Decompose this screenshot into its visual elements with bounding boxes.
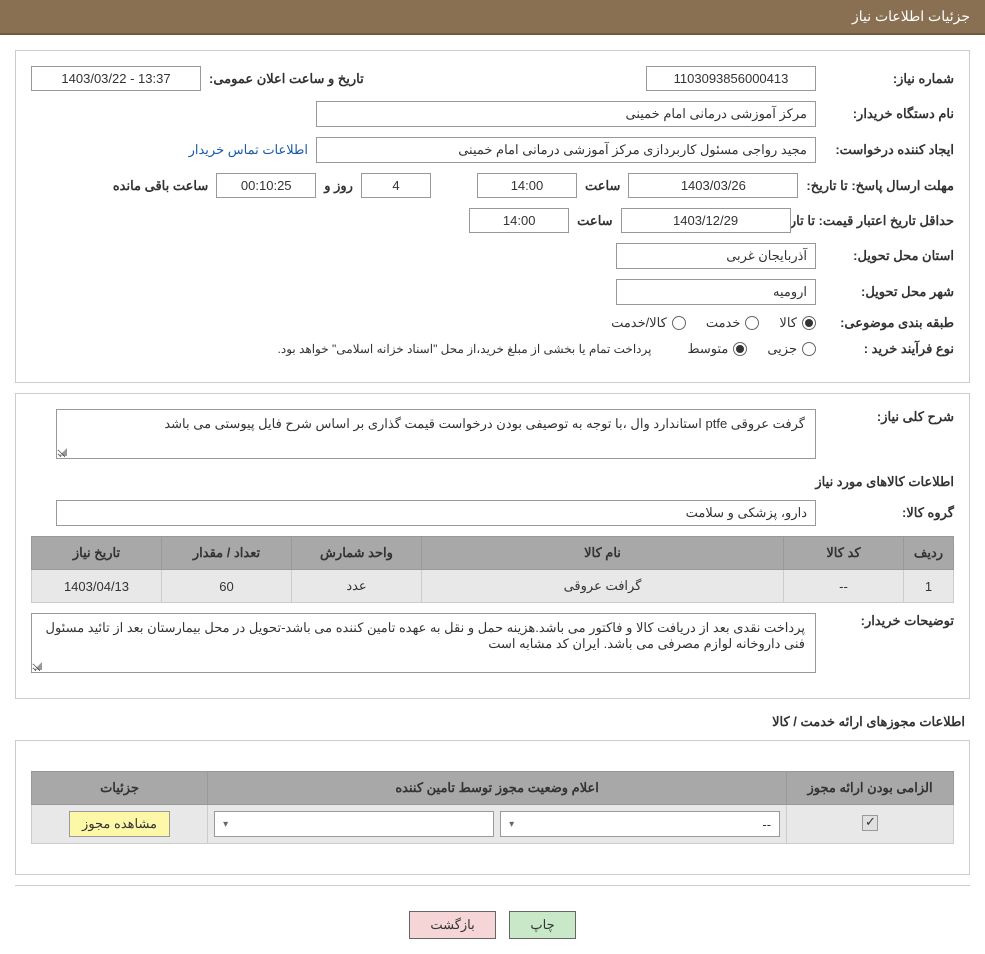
info-section: شماره نیاز: 1103093856000413 تاریخ و ساع… bbox=[15, 50, 970, 383]
td-row: 1 bbox=[904, 570, 954, 603]
desc-value: گرفت عروقی ptfe استاندارد وال ،با توجه ب… bbox=[56, 409, 816, 459]
deadline-hour: 14:00 bbox=[477, 173, 577, 198]
group-value: دارو، پزشکی و سلامت bbox=[56, 500, 816, 526]
radio-icon bbox=[802, 316, 816, 330]
validity-date: 1403/12/29 bbox=[621, 208, 791, 233]
province-value: آذربایجان غربی bbox=[616, 243, 816, 269]
th-qty: تعداد / مقدار bbox=[162, 537, 292, 570]
deadline-days-label: روز و bbox=[324, 178, 353, 194]
th-details: جزئیات bbox=[32, 772, 208, 805]
view-permit-button[interactable]: مشاهده مجوز bbox=[69, 811, 170, 837]
category-option-0-label: کالا bbox=[779, 315, 797, 331]
permit-row: -- ▾ ▾ مشاهده مجوز bbox=[32, 805, 954, 844]
th-mandatory: الزامی بودن ارائه مجوز bbox=[787, 772, 954, 805]
city-value: ارومیه bbox=[616, 279, 816, 305]
category-option-2[interactable]: کالا/خدمت bbox=[611, 315, 686, 331]
purchasetype-option-0-label: جزیی bbox=[767, 341, 797, 357]
items-table-title: اطلاعات کالاهای مورد نیاز bbox=[31, 474, 954, 490]
td-date: 1403/04/13 bbox=[32, 570, 162, 603]
th-name: نام کالا bbox=[422, 537, 784, 570]
permits-table: الزامی بودن ارائه مجوز اعلام وضعیت مجوز … bbox=[31, 771, 954, 844]
radio-icon bbox=[745, 316, 759, 330]
buyernotes-value: پرداخت نقدی بعد از دریافت کالا و فاکتور … bbox=[31, 613, 816, 673]
buyernotes-label: توضیحات خریدار: bbox=[824, 613, 954, 629]
chevron-down-icon: ▾ bbox=[223, 819, 228, 830]
deadline-label: مهلت ارسال پاسخ: تا تاریخ: bbox=[806, 178, 954, 194]
table-row: 1 -- گرافت عروقی عدد 60 1403/04/13 bbox=[32, 570, 954, 603]
items-section: شرح کلی نیاز: گرفت عروقی ptfe استاندارد … bbox=[15, 393, 970, 699]
permits-section-title: اطلاعات مجوزهای ارائه خدمت / کالا bbox=[0, 714, 965, 730]
purchasetype-option-0[interactable]: جزیی bbox=[767, 341, 816, 357]
contact-link[interactable]: اطلاعات تماس خریدار bbox=[189, 142, 308, 158]
page-header: جزئیات اطلاعات نیاز bbox=[0, 0, 985, 35]
province-label: استان محل تحویل: bbox=[824, 248, 954, 264]
radio-icon bbox=[672, 316, 686, 330]
td-code: -- bbox=[784, 570, 904, 603]
status-select-1[interactable]: -- ▾ bbox=[500, 811, 780, 837]
th-row: ردیف bbox=[904, 537, 954, 570]
deadline-days: 4 bbox=[361, 173, 431, 198]
validity-label: حداقل تاریخ اعتبار قیمت: تا تاریخ: bbox=[774, 213, 954, 229]
divider bbox=[15, 885, 970, 886]
announce-date-label: تاریخ و ساعت اعلان عمومی: bbox=[209, 71, 364, 87]
permit-status-cell: -- ▾ ▾ bbox=[208, 805, 787, 844]
purchasetype-label: نوع فرآیند خرید : bbox=[824, 341, 954, 357]
group-label: گروه کالا: bbox=[824, 505, 954, 521]
requester-label: ایجاد کننده درخواست: bbox=[824, 142, 954, 158]
radio-icon bbox=[733, 342, 747, 356]
deadline-hour-label: ساعت bbox=[585, 178, 620, 194]
chevron-down-icon: ▾ bbox=[509, 819, 514, 830]
deadline-timer: 00:10:25 bbox=[216, 173, 316, 198]
td-qty: 60 bbox=[162, 570, 292, 603]
category-option-0[interactable]: کالا bbox=[779, 315, 816, 331]
th-status: اعلام وضعیت مجوز توسط تامین کننده bbox=[208, 772, 787, 805]
niaz-number-label: شماره نیاز: bbox=[824, 71, 954, 87]
page-title: جزئیات اطلاعات نیاز bbox=[852, 8, 970, 24]
city-label: شهر محل تحویل: bbox=[824, 284, 954, 300]
category-option-1[interactable]: خدمت bbox=[706, 315, 760, 331]
permit-mandatory-cell bbox=[787, 805, 954, 844]
footer-buttons: چاپ بازگشت bbox=[0, 896, 985, 954]
purchasetype-note: پرداخت تمام یا بخشی از مبلغ خرید،از محل … bbox=[278, 342, 652, 356]
deadline-date: 1403/03/26 bbox=[628, 173, 798, 198]
items-table: ردیف کد کالا نام کالا واحد شمارش تعداد /… bbox=[31, 536, 954, 603]
status-select-2[interactable]: ▾ bbox=[214, 811, 494, 837]
back-button[interactable]: بازگشت bbox=[409, 911, 495, 939]
validity-hour: 14:00 bbox=[469, 208, 569, 233]
category-option-1-label: خدمت bbox=[706, 315, 741, 331]
deadline-remaining-label: ساعت باقی مانده bbox=[113, 178, 208, 194]
th-date: تاریخ نیاز bbox=[32, 537, 162, 570]
permit-details-cell: مشاهده مجوز bbox=[32, 805, 208, 844]
th-unit: واحد شمارش bbox=[292, 537, 422, 570]
buyer-value: مرکز آموزشی درمانی امام خمینی bbox=[316, 101, 816, 127]
category-option-2-label: کالا/خدمت bbox=[611, 315, 667, 331]
th-code: کد کالا bbox=[784, 537, 904, 570]
category-radio-group: کالا خدمت کالا/خدمت bbox=[611, 315, 816, 331]
niaz-number-value: 1103093856000413 bbox=[646, 66, 816, 91]
category-label: طبقه بندی موضوعی: bbox=[824, 315, 954, 331]
purchasetype-radio-group: جزیی متوسط bbox=[687, 341, 816, 357]
desc-label: شرح کلی نیاز: bbox=[824, 409, 954, 425]
buyer-label: نام دستگاه خریدار: bbox=[824, 106, 954, 122]
purchasetype-option-1-label: متوسط bbox=[687, 341, 728, 357]
announce-date-value: 13:37 - 1403/03/22 bbox=[31, 66, 201, 91]
radio-icon bbox=[802, 342, 816, 356]
print-button[interactable]: چاپ bbox=[509, 911, 575, 939]
validity-hour-label: ساعت bbox=[577, 213, 612, 229]
td-unit: عدد bbox=[292, 570, 422, 603]
purchasetype-option-1[interactable]: متوسط bbox=[687, 341, 747, 357]
permits-section: الزامی بودن ارائه مجوز اعلام وضعیت مجوز … bbox=[15, 740, 970, 875]
requester-value: مجید رواجی مسئول کاربردازی مرکز آموزشی د… bbox=[316, 137, 816, 163]
td-name: گرافت عروقی bbox=[422, 570, 784, 603]
mandatory-checkbox[interactable] bbox=[862, 815, 878, 831]
status-select-1-value: -- bbox=[762, 817, 771, 832]
